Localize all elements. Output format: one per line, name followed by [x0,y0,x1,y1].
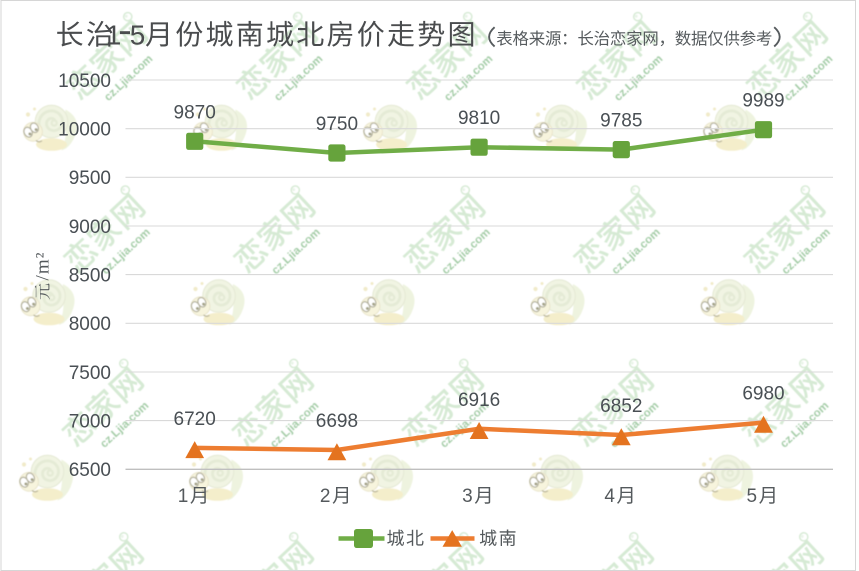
svg-text:9500: 9500 [69,168,111,189]
svg-text:10500: 10500 [58,71,111,92]
svg-text:1: 1 [178,486,189,507]
svg-text:3: 3 [462,486,473,507]
svg-text:8000: 8000 [69,314,111,335]
svg-text:6500: 6500 [69,460,111,481]
svg-text:9785: 9785 [600,111,642,132]
svg-text:6916: 6916 [458,390,500,411]
svg-text:9750: 9750 [316,114,358,135]
svg-text:6720: 6720 [174,409,216,430]
svg-text:9000: 9000 [69,217,111,238]
svg-text:9870: 9870 [174,102,216,123]
svg-text:/m²: /m² [33,251,54,280]
svg-text:8500: 8500 [69,265,111,286]
svg-text:9810: 9810 [458,108,500,129]
svg-text:1: 1 [106,19,122,50]
svg-text:9989: 9989 [742,91,784,112]
svg-text:10000: 10000 [58,120,111,141]
svg-text:6698: 6698 [316,411,358,432]
svg-text:7500: 7500 [69,363,111,384]
svg-text:6852: 6852 [600,396,642,417]
svg-text:5: 5 [747,486,758,507]
svg-text:4: 4 [604,486,615,507]
svg-text:6980: 6980 [742,384,784,405]
svg-text:2: 2 [320,486,331,507]
svg-text:5: 5 [130,19,146,50]
svg-text:7000: 7000 [69,411,111,432]
